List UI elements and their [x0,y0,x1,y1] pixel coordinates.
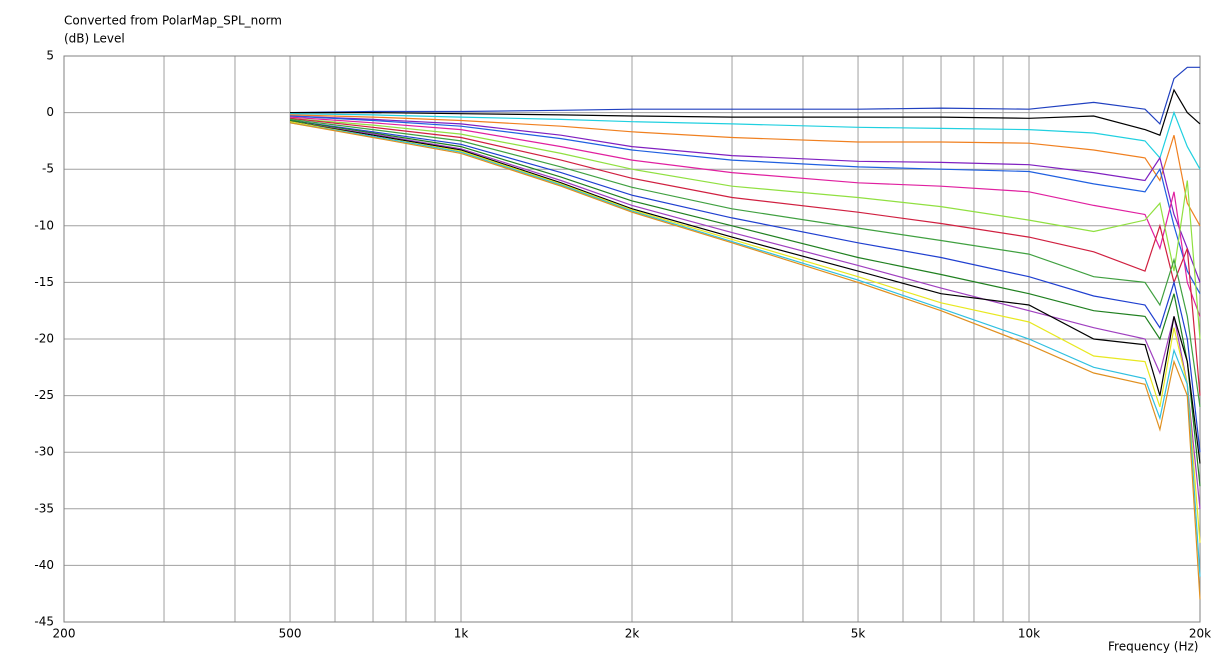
series-line [289,116,1201,317]
series-line [289,115,1201,283]
series-line [289,119,1201,487]
y-axis-label: (dB) Level [64,32,125,46]
series-line [289,117,1201,340]
y-tick-label: -20 [34,332,54,346]
y-tick-label: 5 [46,49,54,63]
series-line [290,88,1201,136]
x-tick-label: 1k [454,627,469,641]
y-tick-label: -45 [34,615,54,629]
y-tick-label: -25 [34,388,54,402]
y-tick-label: -35 [34,501,54,515]
y-tick-label: -40 [34,558,54,572]
x-tick-label: 2k [625,627,640,641]
series-line [289,115,1201,294]
y-tick-label: 0 [46,105,54,119]
x-tick-label: 10k [1018,627,1040,641]
x-tick-label: 5k [851,627,866,641]
chart-title: Converted from PolarMap_SPL_norm [64,14,282,28]
series-line [289,122,1201,577]
series-line [289,119,1201,453]
series-line [289,66,1200,126]
series-line [289,122,1201,600]
x-tick-label: 500 [279,627,302,641]
series-line [289,117,1201,396]
y-tick-label: -30 [34,445,54,459]
y-tick-label: -15 [34,275,54,289]
x-tick-label: 200 [53,627,76,641]
series-line [289,118,1201,407]
y-tick-label: -10 [34,218,54,232]
series-line [289,121,1201,509]
x-axis-label: Frequency (Hz) [1108,640,1199,654]
series-line [289,121,1201,464]
series-line [289,114,1201,227]
x-tick-label: 20k [1189,627,1211,641]
y-tick-label: -5 [42,162,54,176]
series-line [289,121,1201,543]
series-line [289,110,1201,170]
